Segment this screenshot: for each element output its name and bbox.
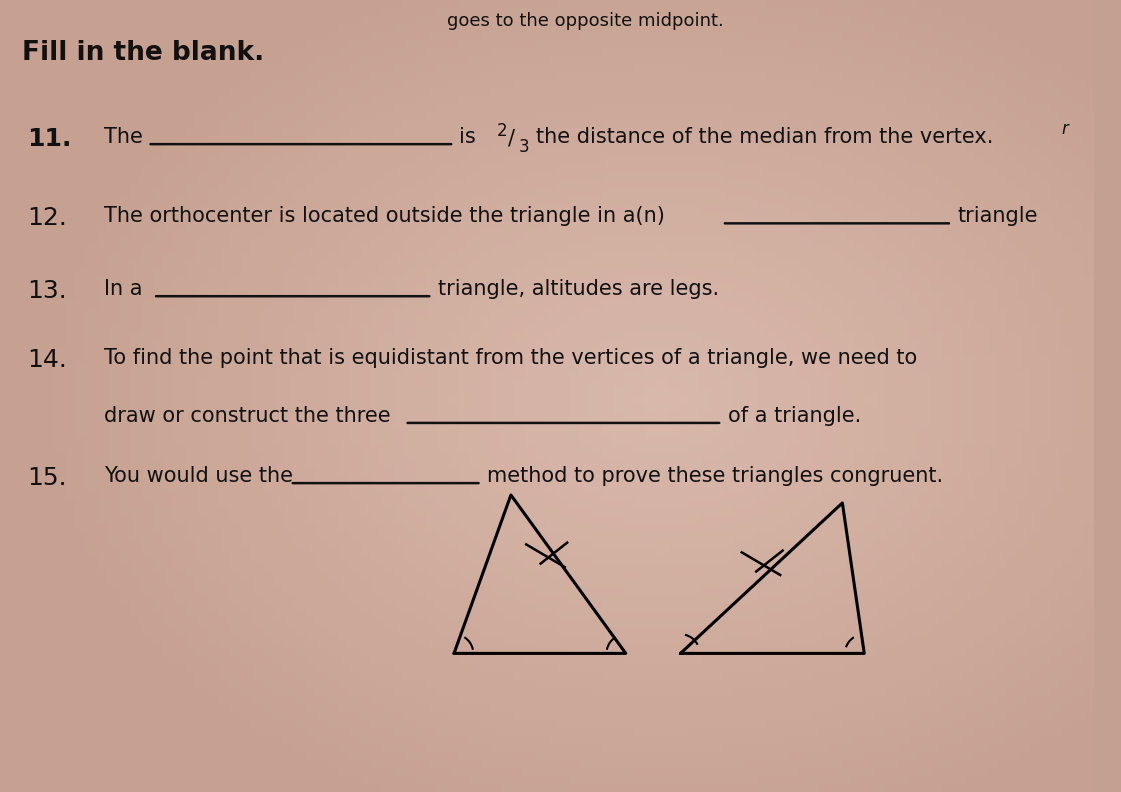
Text: The: The <box>104 127 142 147</box>
Text: goes to the opposite midpoint.: goes to the opposite midpoint. <box>447 12 724 30</box>
Text: 11.: 11. <box>27 127 72 150</box>
Text: The orthocenter is located outside the triangle in a(n): The orthocenter is located outside the t… <box>104 206 665 226</box>
Text: 2: 2 <box>497 122 508 140</box>
Text: draw or construct the three: draw or construct the three <box>104 406 390 425</box>
Text: is: is <box>460 127 476 147</box>
Text: 14.: 14. <box>27 348 67 372</box>
Text: 12.: 12. <box>27 206 67 230</box>
Text: 13.: 13. <box>27 279 67 303</box>
Text: 15.: 15. <box>27 466 67 489</box>
Text: 3: 3 <box>519 138 529 156</box>
Text: of a triangle.: of a triangle. <box>728 406 861 425</box>
Text: You would use the: You would use the <box>104 466 293 485</box>
Text: method to prove these triangles congruent.: method to prove these triangles congruen… <box>487 466 943 485</box>
Text: the distance of the median from the vertex.: the distance of the median from the vert… <box>536 127 993 147</box>
Text: /: / <box>508 128 515 148</box>
Text: r: r <box>1062 120 1068 139</box>
Text: triangle: triangle <box>957 206 1038 226</box>
Text: In a: In a <box>104 279 142 299</box>
Text: To find the point that is equidistant from the vertices of a triangle, we need t: To find the point that is equidistant fr… <box>104 348 917 368</box>
Text: triangle, altitudes are legs.: triangle, altitudes are legs. <box>437 279 719 299</box>
Text: Fill in the blank.: Fill in the blank. <box>22 40 265 66</box>
